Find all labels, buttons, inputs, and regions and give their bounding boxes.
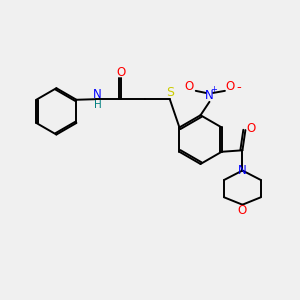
Text: +: + (211, 85, 217, 94)
Text: O: O (184, 80, 193, 93)
Text: -: - (236, 81, 241, 94)
Text: O: O (116, 66, 126, 79)
Text: N: N (238, 164, 247, 177)
Text: N: N (93, 88, 102, 101)
Text: O: O (247, 122, 256, 135)
Text: O: O (238, 204, 247, 217)
Text: O: O (225, 80, 234, 93)
Text: H: H (94, 100, 101, 110)
Text: S: S (166, 86, 174, 99)
Text: N: N (205, 89, 214, 102)
